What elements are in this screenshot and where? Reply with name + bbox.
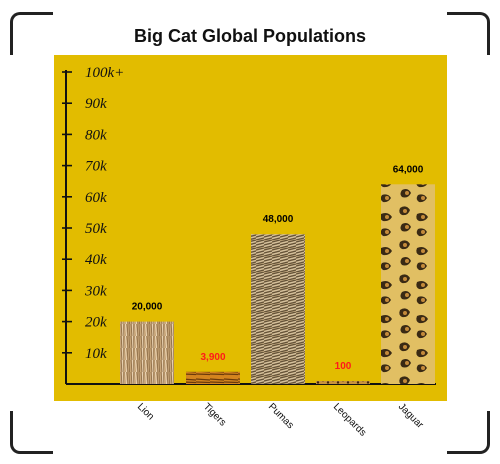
y-tick-label: 80k bbox=[85, 127, 107, 143]
bar-tigers bbox=[186, 371, 240, 384]
frame-corner-top-left bbox=[10, 12, 53, 55]
value-label-pumas: 48,000 bbox=[263, 214, 294, 225]
value-labels-group: 20,000 3,900 48,000 100 64,000 bbox=[132, 164, 424, 372]
y-tick-label: 30k bbox=[84, 283, 107, 299]
bar-pumas bbox=[251, 234, 305, 384]
value-label-leopards: 100 bbox=[335, 361, 352, 372]
category-label-pumas: Pumas bbox=[266, 401, 296, 431]
bar-lion bbox=[120, 321, 174, 384]
y-tick-label: 40k bbox=[85, 252, 107, 268]
bars-group bbox=[120, 184, 435, 384]
category-label-tigers: Tigers bbox=[201, 401, 228, 428]
y-tick-label: 50k bbox=[85, 221, 107, 237]
bar-jaguar bbox=[381, 184, 435, 384]
frame-corner-top-right bbox=[447, 12, 490, 55]
y-tick-label: 90k bbox=[85, 96, 107, 112]
category-label-jaguar: Jaguar bbox=[396, 401, 426, 431]
frame-corner-bottom-right bbox=[447, 411, 490, 454]
bar-leopards bbox=[316, 381, 370, 384]
category-label-leopards: Leopards bbox=[331, 401, 368, 438]
frame-corner-bottom-left bbox=[10, 411, 53, 454]
value-label-lion: 20,000 bbox=[132, 302, 163, 313]
chart-title: Big Cat Global Populations bbox=[133, 26, 366, 46]
y-tick-label: 10k bbox=[85, 346, 107, 362]
category-label-lion: Lion bbox=[135, 401, 156, 422]
y-axis: 10k 20k 30k 40k 50k 60k 70k 80k 90k 100k+ bbox=[62, 65, 436, 385]
value-label-tigers: 3,900 bbox=[200, 352, 225, 363]
y-tick-label: 70k bbox=[85, 159, 107, 175]
value-label-jaguar: 64,000 bbox=[393, 164, 424, 175]
y-tick-label: 60k bbox=[85, 190, 107, 206]
y-tick-label: 20k bbox=[85, 315, 107, 331]
category-labels-group: Lion Tigers Pumas Leopards Jaguar bbox=[135, 401, 426, 438]
y-tick-label: 100k+ bbox=[85, 65, 124, 81]
